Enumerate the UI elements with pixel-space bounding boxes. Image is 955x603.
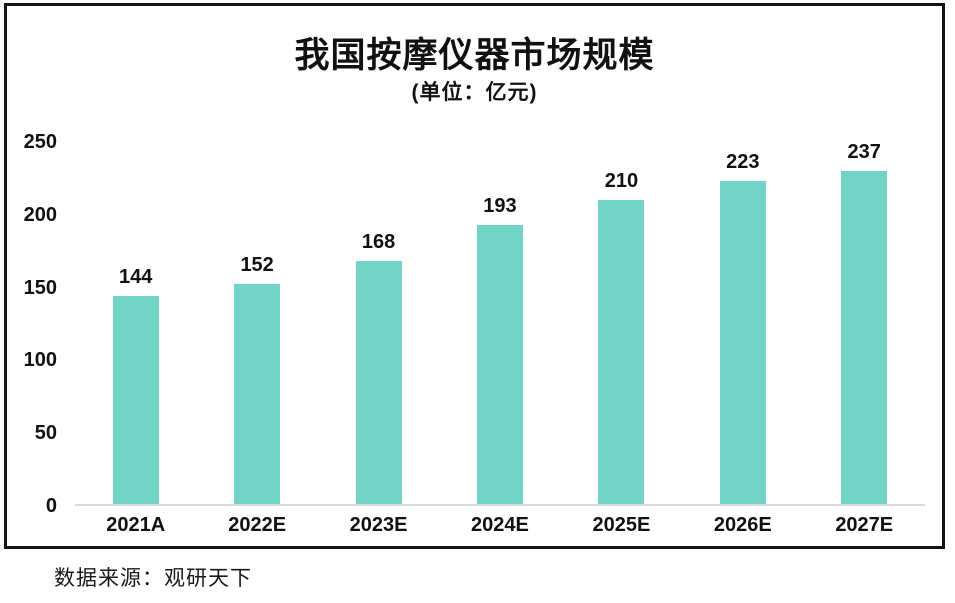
bar-slot: 152: [196, 142, 317, 504]
x-axis: 2021A 2022E 2023E 2024E 2025E 2026E 2027E: [75, 515, 925, 535]
bar-slot: 144: [75, 142, 196, 504]
bar-value-label: 237: [847, 141, 881, 163]
y-tick-label: 100: [23, 349, 57, 372]
y-tick-label: 0: [45, 495, 57, 517]
bar-value-label: 144: [119, 265, 153, 288]
x-axis-label: 2025E: [592, 514, 651, 536]
bar: [234, 283, 281, 504]
y-tick-label: 50: [34, 422, 57, 445]
bar-slot: 168: [318, 142, 439, 504]
bar-slot: 210: [561, 142, 682, 504]
bar-slot: 193: [439, 142, 560, 504]
x-axis-label: 2023E: [349, 514, 408, 536]
x-axis-label: 2022E: [228, 514, 287, 536]
chart-title: 我国按摩仪器市场规模: [294, 36, 655, 75]
bar-slot: 223: [682, 142, 803, 504]
bar: [355, 260, 402, 504]
bar-value-label: 223: [726, 151, 760, 174]
y-tick-label: 150: [23, 276, 57, 299]
x-axis-label: 2027E: [835, 514, 894, 536]
y-tick-label: 200: [23, 203, 57, 226]
chart-subtitle: (单位：亿元): [411, 81, 538, 104]
x-axis-label: 2021A: [106, 514, 166, 536]
plot-area: 144 152 168 193 210 223 237: [75, 142, 925, 506]
y-tick-label: 250: [23, 131, 57, 153]
bar-value-label: 210: [604, 169, 639, 192]
bar: [841, 171, 888, 504]
chart-frame: 我国按摩仪器市场规模 (单位：亿元) 0 50 100 150 200 250 144 15…: [4, 3, 945, 549]
x-axis-label: 2026E: [713, 514, 772, 536]
bar: [112, 295, 159, 504]
bar-value-label: 193: [483, 194, 517, 217]
bar-value-label: 168: [361, 230, 396, 253]
x-axis-label: 2024E: [471, 514, 529, 536]
data-source-label: 数据来源：观研天下: [54, 566, 252, 590]
bar: [598, 199, 645, 504]
y-axis: 0 50 100 150 200 250: [7, 132, 57, 516]
bar-value-label: 152: [240, 253, 274, 276]
bar-slot: 237: [804, 142, 925, 504]
bar: [476, 224, 523, 504]
bar: [719, 181, 766, 504]
